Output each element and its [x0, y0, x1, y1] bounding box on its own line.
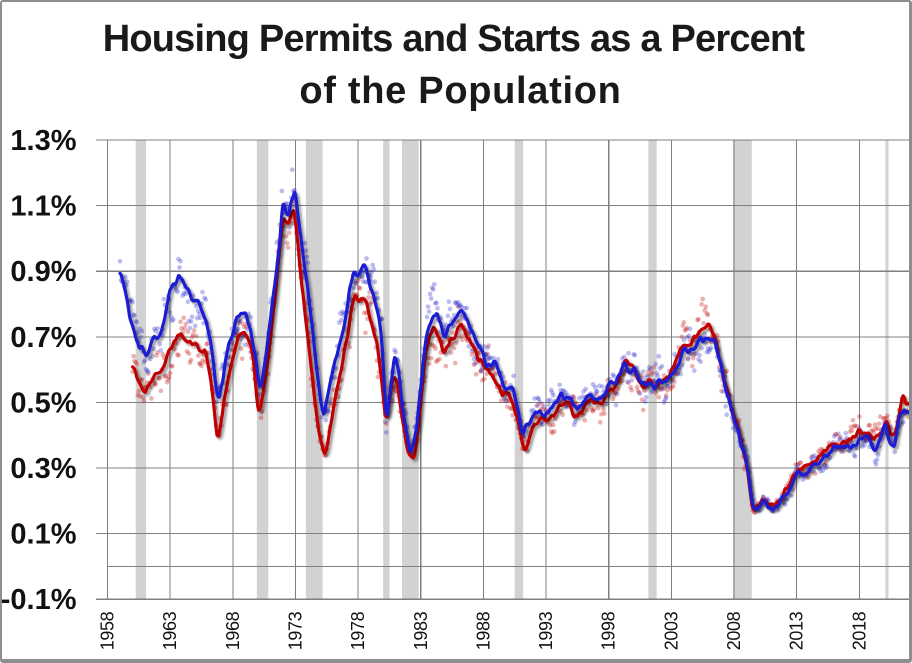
svg-text:1963: 1963 [160, 611, 180, 650]
svg-text:1998: 1998 [599, 611, 619, 650]
svg-text:0.5%: 0.5% [10, 387, 76, 419]
svg-text:1988: 1988 [473, 611, 493, 650]
svg-text:1973: 1973 [285, 611, 305, 650]
svg-text:1.3%: 1.3% [10, 125, 76, 157]
svg-text:0.9%: 0.9% [10, 256, 76, 288]
svg-text:-0.1%: -0.1% [1, 584, 77, 616]
svg-text:1978: 1978 [348, 611, 368, 650]
svg-text:1.1%: 1.1% [10, 191, 76, 223]
svg-text:2003: 2003 [661, 611, 681, 650]
svg-text:0.3%: 0.3% [10, 453, 76, 485]
svg-text:2008: 2008 [724, 611, 744, 650]
svg-text:1958: 1958 [98, 611, 118, 650]
svg-text:1968: 1968 [223, 611, 243, 650]
svg-text:0.7%: 0.7% [10, 322, 76, 354]
svg-text:2018: 2018 [849, 611, 869, 650]
svg-text:1993: 1993 [536, 611, 556, 650]
svg-text:0.1%: 0.1% [10, 519, 76, 551]
svg-text:1983: 1983 [411, 611, 431, 650]
svg-text:2013: 2013 [787, 611, 807, 650]
